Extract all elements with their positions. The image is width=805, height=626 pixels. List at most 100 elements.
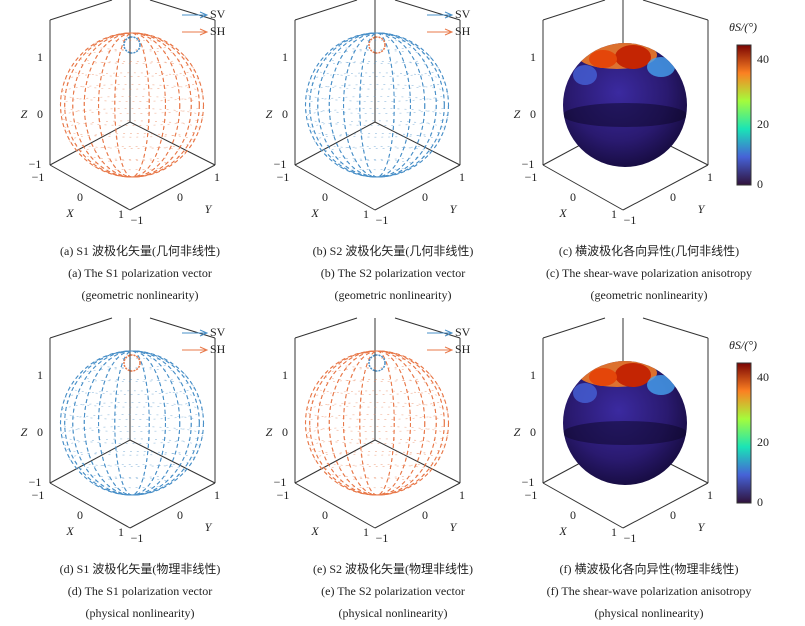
vector-meridian (343, 350, 411, 496)
z-tick-label: 1 (530, 50, 536, 64)
colorbar-tick-label: 0 (757, 177, 763, 191)
vector-parallel (304, 414, 450, 432)
y-tick-label: 0 (670, 190, 676, 204)
x-tick-label: −1 (525, 170, 538, 184)
z-tick-label: 1 (37, 368, 43, 382)
axis-line (49, 317, 113, 339)
y-tick-label: 1 (459, 488, 465, 502)
x-tick-label: 1 (118, 207, 124, 221)
y-tick-label: 1 (707, 488, 713, 502)
vector-meridian (309, 350, 445, 496)
vector-meridian (98, 350, 166, 496)
legend-arrowhead (199, 11, 209, 19)
z-axis-label: Z (514, 107, 521, 121)
hotspot (589, 368, 617, 386)
z-tick-label: 1 (282, 368, 288, 382)
x-tick-label: 0 (322, 190, 328, 204)
vector-parallel (69, 451, 195, 467)
x-tick-label: 1 (611, 525, 617, 539)
z-tick-label: 0 (530, 425, 536, 439)
vector-parallel (305, 402, 449, 420)
axis-line (394, 317, 461, 339)
vector-meridian (317, 350, 437, 496)
colorbar (736, 44, 752, 186)
panel: SV SH 1 0 −1 Z −1 0 1 X −1 0 1 Y (d) S1 波极化矢量(物理非线性) (d… (21, 317, 226, 620)
vector-meridian (359, 350, 395, 496)
panel: SV SH 1 0 −1 Z −1 0 1 X −1 0 1 Y (a) S1 波极化矢量(几何非线性) (a… (21, 0, 226, 302)
pole (123, 36, 141, 54)
caption-en: (c) The shear-wave polarization anisotro… (546, 266, 752, 280)
caption-cn: (c) 横波极化各向异性(几何非线性) (559, 243, 739, 258)
axis-line (49, 482, 131, 529)
axis-line (49, 121, 131, 166)
legend-arrowhead (199, 329, 209, 337)
axis-line (129, 482, 216, 529)
x-tick-label: 0 (77, 190, 83, 204)
vector-parallel (336, 39, 418, 51)
z-tick-label: −1 (274, 475, 287, 489)
y-tick-label: 1 (707, 170, 713, 184)
y-tick-label: 0 (422, 508, 428, 522)
vector-meridian (72, 32, 192, 178)
vector-parallel (308, 120, 446, 138)
axis-line (294, 482, 376, 529)
axis-line (294, 439, 376, 484)
colorbar-tick-label: 20 (757, 435, 769, 449)
axis-line (394, 0, 461, 21)
x-tick-label: −1 (277, 488, 290, 502)
vector-meridian (343, 32, 411, 178)
x-axis-label: X (65, 524, 74, 538)
x-tick-label: 1 (118, 525, 124, 539)
axis-line (149, 317, 216, 339)
axis-line (294, 0, 358, 21)
caption-cn: (e) S2 波极化矢量(物理非线性) (313, 562, 473, 576)
panel: SV SH 1 0 −1 Z −1 0 1 X −1 0 1 Y (b) S2 波极化矢量(几何非线性) (b… (266, 0, 473, 302)
caption-en-2: (geometric nonlinearity) (82, 288, 199, 302)
z-axis-label: Z (514, 425, 521, 439)
vector-meridian (114, 350, 150, 496)
vector-parallel (323, 368, 431, 382)
caption-en-2: (physical nonlinearity) (339, 606, 448, 620)
legend-label: SH (210, 342, 226, 356)
axis-line (542, 482, 624, 529)
y-tick-label: 1 (214, 488, 220, 502)
vector-meridian (317, 350, 437, 496)
hotspots (563, 361, 687, 445)
caption-en: (b) The S2 polarization vector (321, 266, 465, 280)
vector-parallel (60, 402, 204, 420)
vector-meridian (64, 350, 200, 496)
legend-arrowhead (199, 28, 209, 36)
axis-line (622, 164, 709, 211)
hotspot (615, 45, 651, 69)
panel: θS/(°) 40 20 0 1 0 −1 Z −1 0 1 X −1 0 1 Y (f) 横波极化各向异性(物… (514, 317, 769, 620)
vector-parallel (305, 84, 449, 102)
y-tick-label: 0 (670, 508, 676, 522)
vector-parallel (336, 357, 418, 369)
legend-arrowhead (444, 11, 454, 19)
y-axis-label: Y (450, 520, 458, 534)
colorbar (736, 362, 752, 504)
vector-parallel (78, 464, 186, 478)
y-tick-label: −1 (376, 531, 389, 545)
vector-parallel (336, 159, 418, 171)
legend-label: SV (455, 7, 471, 21)
vector-meridian (305, 32, 449, 178)
x-tick-label: −1 (32, 170, 45, 184)
vector-parallel (63, 120, 201, 138)
caption-cn: (f) 横波极化各向异性(物理非线性) (560, 561, 739, 576)
vector-meridian (317, 32, 437, 178)
x-tick-label: −1 (525, 488, 538, 502)
y-tick-label: 1 (459, 170, 465, 184)
vector-parallel (304, 96, 450, 114)
vector-meridian (309, 350, 445, 496)
legend-label: SV (210, 7, 226, 21)
axis-line (374, 164, 461, 211)
axis-line (49, 439, 131, 484)
x-tick-label: 0 (570, 508, 576, 522)
x-axis-label: X (558, 524, 567, 538)
vector-parallel (91, 39, 173, 51)
caption-en: (e) The S2 polarization vector (321, 584, 465, 598)
vector-meridian (359, 32, 395, 178)
colorbar-label: θS/(°) (729, 338, 757, 352)
y-tick-label: 1 (214, 170, 220, 184)
